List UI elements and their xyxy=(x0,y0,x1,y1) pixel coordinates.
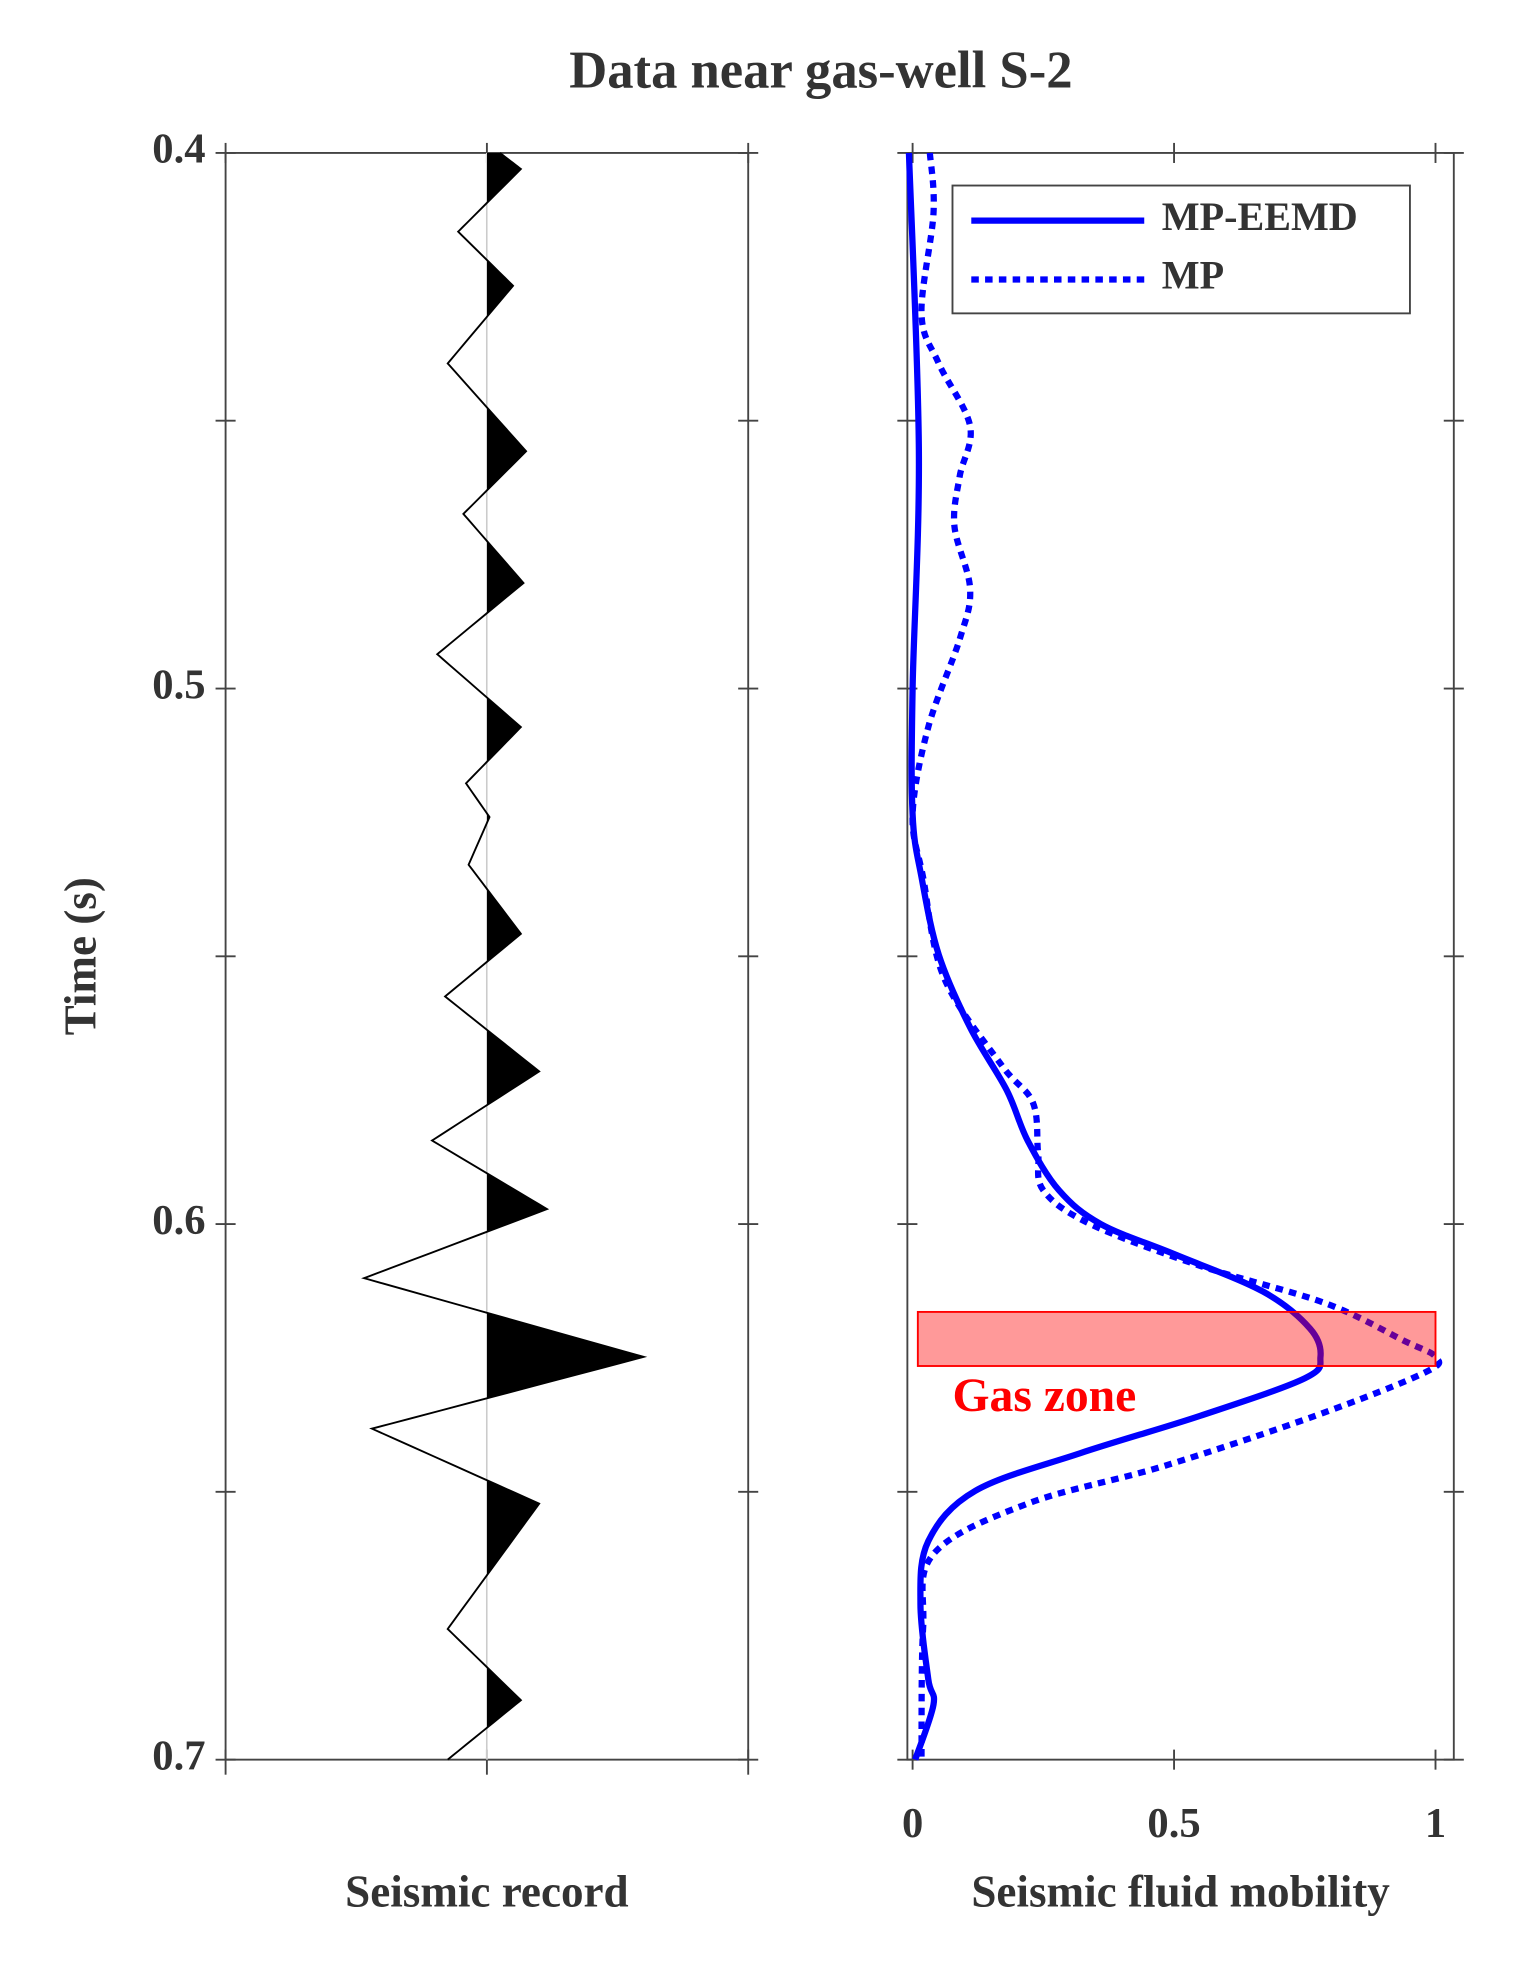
series-line xyxy=(905,152,1324,1761)
x-axis-label: Seismic fluid mobility xyxy=(971,1867,1390,1917)
y-axis-label: Time (s) xyxy=(56,877,106,1035)
y-tick-label: 0.5 xyxy=(152,661,205,708)
wiggle-fill xyxy=(486,152,644,1760)
y-tick-label: 0.4 xyxy=(152,126,205,173)
annotation-text: Gas zone xyxy=(952,1370,1136,1422)
x-tick-label: 0 xyxy=(902,1800,923,1847)
y-tick-label: 0.7 xyxy=(152,1732,205,1779)
legend-label: MP xyxy=(1162,253,1224,298)
wiggle-trace xyxy=(361,152,648,1761)
x-axis-label: Seismic record xyxy=(345,1867,629,1917)
legend-box xyxy=(951,184,1411,315)
gas-zone xyxy=(916,1310,1437,1367)
series-line xyxy=(909,152,1443,1760)
chart-title: Data near gas-well S-2 xyxy=(569,41,1072,99)
x-tick-label: 0.5 xyxy=(1147,1800,1200,1847)
y-tick-label: 0.6 xyxy=(152,1197,205,1244)
plot-frame xyxy=(906,152,1455,1761)
x-tick-label: 1 xyxy=(1425,1800,1446,1847)
legend-label: MP-EEMD xyxy=(1162,194,1358,239)
